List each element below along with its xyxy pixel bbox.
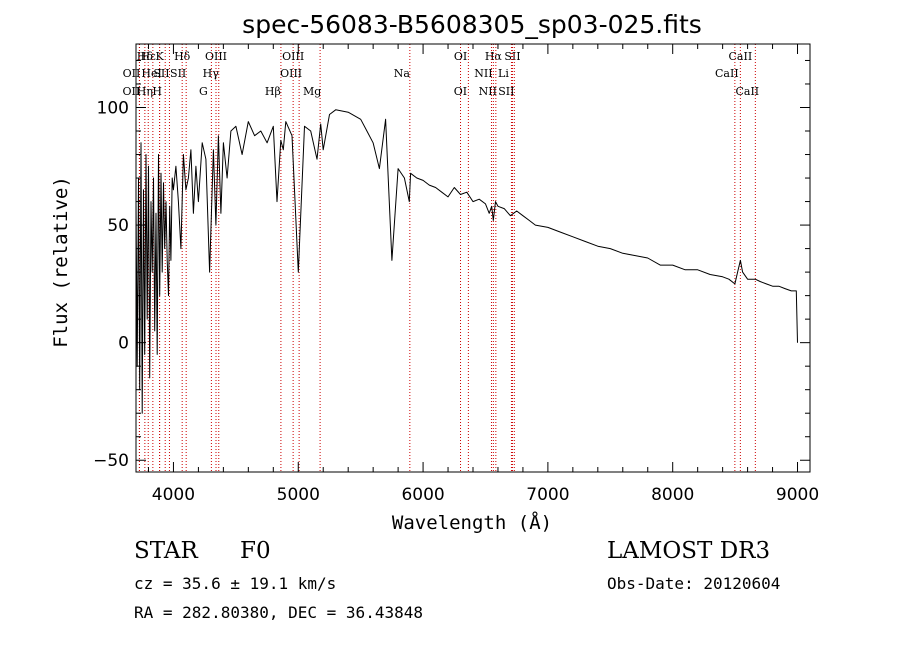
x-tick-label-3: 7000: [526, 485, 569, 505]
series-line-0: [135, 109, 798, 414]
marker-label-9: Hδ: [174, 50, 191, 63]
object-subclass: F0: [240, 538, 271, 564]
marker-label-24: SII: [504, 50, 520, 63]
marker-label-21: Hα: [485, 50, 503, 63]
marker-label-3: Hε: [141, 50, 157, 63]
marker-label-28: CaII: [715, 67, 739, 80]
x-tick-label-5: 9000: [776, 485, 819, 505]
marker-label-17: Mg: [303, 85, 321, 98]
marker-label-4: Hη: [137, 85, 153, 98]
y-tick-label-2: 50: [107, 216, 129, 236]
y-tick-label-3: 100: [97, 98, 129, 118]
chart-title: spec-56083-B5608305_sp03-025.fits: [242, 10, 702, 39]
plot-frame: [135, 43, 811, 473]
y-axis-label: Flux (relative): [50, 176, 72, 348]
marker-label-20: OI: [454, 85, 467, 98]
marker-label-14: Hβ: [265, 85, 281, 98]
marker-label-1: OII: [123, 67, 141, 80]
marker-label-25: Li: [498, 67, 509, 80]
marker-label-11: OIII: [205, 50, 227, 63]
coordinates-text: RA = 282.80380, DEC = 36.43848: [134, 603, 423, 622]
x-tick-label-0: 4000: [152, 485, 195, 505]
marker-label-7: H: [152, 85, 162, 98]
x-tick-label-4: 8000: [651, 485, 694, 505]
marker-label-13: G: [199, 85, 208, 98]
marker-label-15: OIII: [282, 50, 304, 63]
marker-label-12: Hγ: [203, 67, 220, 80]
marker-label-19: OI: [454, 50, 467, 63]
axes: 4000 5000 6000 7000 8000 9000 −50 0 50 100: [93, 44, 819, 505]
marker-label-0: Hδ: [137, 50, 154, 63]
marker-label-10: SII: [170, 67, 186, 80]
marker-label-26: SII: [498, 85, 514, 98]
object-class: STAR: [134, 538, 198, 564]
x-tick-label-2: 6000: [401, 485, 444, 505]
y-tick-label-1: 0: [118, 334, 129, 354]
marker-label-16: OIII: [280, 67, 302, 80]
marker-label-23: NII: [479, 85, 497, 98]
survey-name: LAMOST DR3: [607, 538, 771, 564]
marker-label-22: NII: [474, 67, 492, 80]
x-axis-label: Wavelength (Å): [392, 511, 552, 534]
marker-label-6: HeI: [141, 67, 161, 80]
redshift-text: cz = 35.6 ± 19.1 km/s: [134, 574, 337, 593]
obs-date-text: Obs-Date: 20120604: [607, 574, 781, 593]
marker-label-18: Na: [394, 67, 411, 80]
marker-label-27: CaII: [729, 50, 753, 63]
x-tick-label-1: 5000: [277, 485, 320, 505]
marker-label-29: CaII: [735, 85, 759, 98]
marker-label-8: SII: [153, 67, 169, 80]
y-tick-label-0: −50: [93, 451, 129, 471]
series-group: [135, 109, 798, 414]
